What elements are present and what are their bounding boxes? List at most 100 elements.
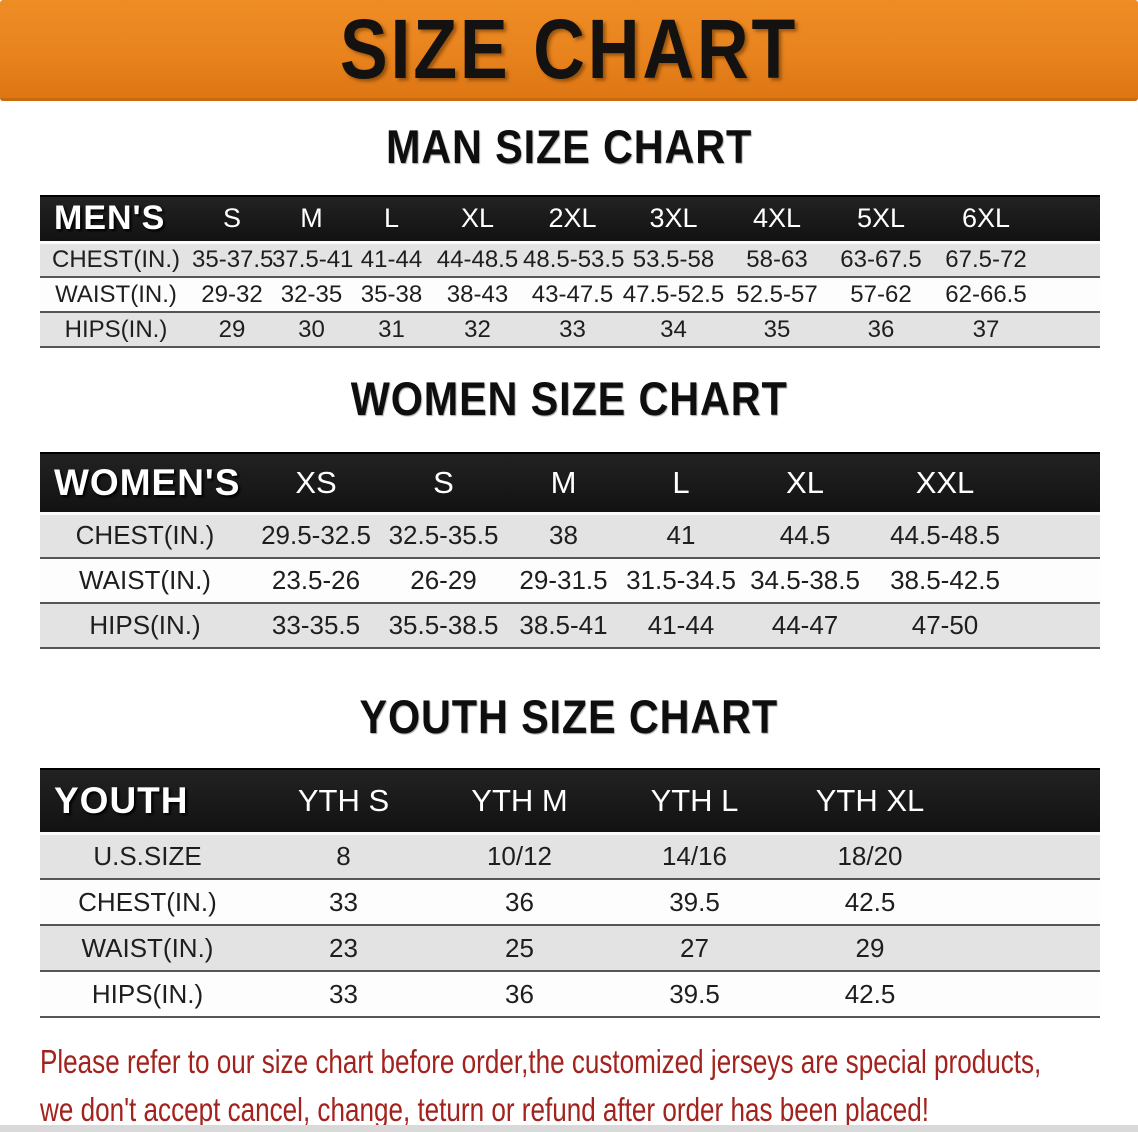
table-cell: 38.5-41 xyxy=(505,603,622,649)
table-cell: 29-32 xyxy=(192,277,272,313)
men-table-row-0: CHEST(IN.) 35-37.5 37.5-41 41-44 44-48.5 48.5… xyxy=(40,242,1100,278)
table-cell: 32.5-35.5 xyxy=(382,513,505,559)
women-column-header-0: XS xyxy=(250,452,382,515)
row-filler xyxy=(958,833,1100,880)
row-filler xyxy=(1020,513,1100,559)
bottom-strip xyxy=(0,1125,1138,1132)
men-column-header-2: L xyxy=(351,195,432,244)
women-table-row-1: WAIST(IN.) 23.5-26 26-29 29-31.5 31.5-34.5 34… xyxy=(40,558,1100,604)
disclaimer-line-2: we don't accept cancel, change, teturn o… xyxy=(40,1091,930,1128)
women-table-row-2: HIPS(IN.) 33-35.5 35.5-38.5 38.5-41 41-44 44-… xyxy=(40,603,1100,649)
women-column-header-3: L xyxy=(622,452,740,515)
table-cell: 35 xyxy=(725,312,829,348)
table-cell: 44.5-48.5 xyxy=(870,513,1020,559)
row-label: WAIST(IN.) xyxy=(40,277,192,313)
row-filler xyxy=(1039,277,1100,313)
table-cell: 29 xyxy=(782,925,958,972)
row-filler xyxy=(1020,558,1100,604)
header-filler xyxy=(1039,195,1100,244)
youth-table-row-3: HIPS(IN.) 33 36 39.5 42.5 xyxy=(40,971,1100,1018)
men-column-header-7: 5XL xyxy=(829,195,933,244)
table-cell: 33 xyxy=(523,312,622,348)
row-filler xyxy=(1039,242,1100,278)
table-cell: 62-66.5 xyxy=(933,277,1039,313)
table-cell: 34.5-38.5 xyxy=(740,558,870,604)
table-cell: 43-47.5 xyxy=(523,277,622,313)
table-cell: 37 xyxy=(933,312,1039,348)
youth-header-row: YOUTH YTH S YTH M YTH L YTH XL xyxy=(40,768,1100,835)
table-cell: 47.5-52.5 xyxy=(622,277,725,313)
table-cell: 47-50 xyxy=(870,603,1020,649)
row-filler xyxy=(1039,312,1100,348)
men-section-title: MAN SIZE CHART xyxy=(385,120,753,173)
youth-table-row-2: WAIST(IN.) 23 25 27 29 xyxy=(40,925,1100,972)
women-column-header-2: M xyxy=(505,452,622,515)
table-cell: 38 xyxy=(505,513,622,559)
table-cell: 26-29 xyxy=(382,558,505,604)
table-cell: 36 xyxy=(432,971,607,1018)
women-section-title: WOMEN SIZE CHART xyxy=(350,372,788,425)
table-cell: 37.5-41 xyxy=(272,242,353,278)
table-cell: 32-35 xyxy=(272,277,351,313)
table-cell: 48.5-53.5 xyxy=(523,242,624,278)
row-filler xyxy=(958,925,1100,972)
table-cell: 29.5-32.5 xyxy=(250,513,382,559)
table-cell: 58-63 xyxy=(725,242,829,278)
table-cell: 38-43 xyxy=(432,277,523,313)
table-cell: 31 xyxy=(351,312,432,348)
women-size-table: WOMEN'S XS S M L XL XXL CHEST(IN.) 29.5-32.5 32.5… xyxy=(40,452,1100,649)
men-column-header-4: 2XL xyxy=(523,195,622,244)
banner-title: SIZE CHART xyxy=(339,1,799,97)
table-cell: 52.5-57 xyxy=(725,277,829,313)
table-cell: 44-47 xyxy=(740,603,870,649)
youth-header-label: YOUTH xyxy=(40,768,255,835)
row-filler xyxy=(958,879,1100,926)
youth-section-title: YOUTH SIZE CHART xyxy=(359,690,779,743)
youth-column-header-3: YTH XL xyxy=(782,768,958,835)
women-table-row-0: CHEST(IN.) 29.5-32.5 32.5-35.5 38 41 44.5 44.5… xyxy=(40,513,1100,559)
men-column-header-5: 3XL xyxy=(622,195,725,244)
youth-column-header-1: YTH M xyxy=(432,768,607,835)
table-cell: 30 xyxy=(272,312,351,348)
table-cell: 35.5-38.5 xyxy=(382,603,505,649)
women-column-header-5: XXL xyxy=(870,452,1020,515)
men-column-header-1: M xyxy=(272,195,351,244)
table-cell: 38.5-42.5 xyxy=(870,558,1020,604)
row-label: U.S.SIZE xyxy=(40,833,255,880)
disclaimer-line-1: Please refer to our size chart before or… xyxy=(40,1043,1042,1080)
table-cell: 29 xyxy=(192,312,272,348)
youth-column-header-0: YTH S xyxy=(255,768,432,835)
men-column-header-3: XL xyxy=(432,195,523,244)
table-cell: 31.5-34.5 xyxy=(622,558,740,604)
women-section: WOMEN SIZE CHART xyxy=(0,372,1138,425)
row-label: HIPS(IN.) xyxy=(40,971,255,1018)
table-cell: 23 xyxy=(255,925,432,972)
row-filler xyxy=(958,971,1100,1018)
table-cell: 57-62 xyxy=(829,277,933,313)
table-cell: 18/20 xyxy=(782,833,958,880)
table-cell: 23.5-26 xyxy=(250,558,382,604)
women-header-row: WOMEN'S XS S M L XL XXL xyxy=(40,452,1100,515)
table-cell: 35-38 xyxy=(351,277,432,313)
table-cell: 41-44 xyxy=(351,242,432,278)
table-cell: 33 xyxy=(255,971,432,1018)
table-cell: 42.5 xyxy=(782,971,958,1018)
disclaimer: Please refer to our size chart before or… xyxy=(40,1038,1130,1132)
banner: SIZE CHART xyxy=(0,0,1138,101)
men-column-header-8: 6XL xyxy=(933,195,1039,244)
women-column-header-4: XL xyxy=(740,452,870,515)
table-cell: 53.5-58 xyxy=(622,242,725,278)
table-cell: 41 xyxy=(622,513,740,559)
youth-section: YOUTH SIZE CHART xyxy=(0,690,1138,743)
row-label: HIPS(IN.) xyxy=(40,603,250,649)
row-label: WAIST(IN.) xyxy=(40,558,250,604)
header-filler xyxy=(1020,452,1100,515)
row-label: CHEST(IN.) xyxy=(40,513,250,559)
row-label: CHEST(IN.) xyxy=(40,242,192,278)
table-cell: 14/16 xyxy=(607,833,782,880)
youth-size-table: YOUTH YTH S YTH M YTH L YTH XL U.S.SIZE 8 10/12… xyxy=(40,768,1100,1018)
youth-table-row-1: CHEST(IN.) 33 36 39.5 42.5 xyxy=(40,879,1100,926)
header-filler xyxy=(958,768,1100,835)
table-cell: 39.5 xyxy=(607,971,782,1018)
table-cell: 42.5 xyxy=(782,879,958,926)
